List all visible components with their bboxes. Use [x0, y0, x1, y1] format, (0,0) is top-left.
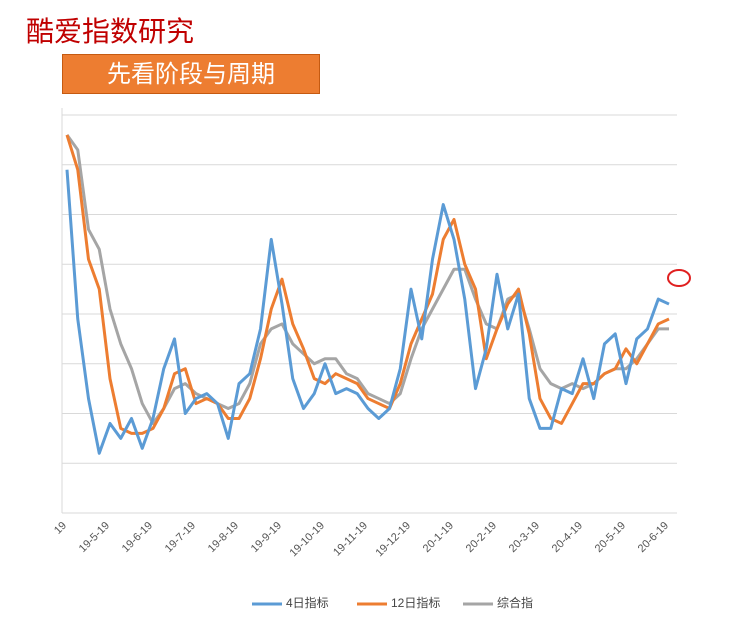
x-tick-label: 20-6-19 — [636, 520, 671, 555]
x-tick-label: 19-12-19 — [373, 520, 413, 560]
x-tick-label: 19-11-19 — [331, 520, 370, 559]
section-badge: 先看阶段与周期 — [62, 54, 320, 94]
x-tick-label: 19-8-19 — [206, 520, 241, 555]
x-tick-label: 20-4-19 — [550, 520, 585, 555]
x-tick-label: 19 — [52, 520, 69, 537]
x-tick-label: 20-2-19 — [464, 520, 499, 555]
x-tick-label: 19-5-19 — [77, 520, 112, 555]
highlight-circle — [667, 269, 691, 287]
legend-label: 12日指标 — [391, 595, 440, 610]
legend-label: 综合指 — [497, 595, 533, 610]
x-tick-label: 20-1-19 — [421, 520, 456, 555]
x-tick-label: 20-3-19 — [507, 520, 542, 555]
x-tick-label: 19-7-19 — [163, 520, 198, 555]
legend: 4日指标 12日指标 综合指 — [252, 595, 533, 610]
data-line — [65, 134, 669, 425]
x-tick-label: 19-10-19 — [287, 520, 327, 560]
legend-label: 4日指标 — [286, 595, 329, 610]
data-line — [65, 134, 670, 435]
x-tick-label: 20-5-19 — [593, 520, 628, 555]
data-line — [65, 169, 670, 455]
x-tick-label: 19-9-19 — [249, 520, 284, 555]
brand-title: 酷爱指数研究 — [26, 17, 195, 48]
x-tick-label: 19-6-19 — [120, 520, 155, 555]
